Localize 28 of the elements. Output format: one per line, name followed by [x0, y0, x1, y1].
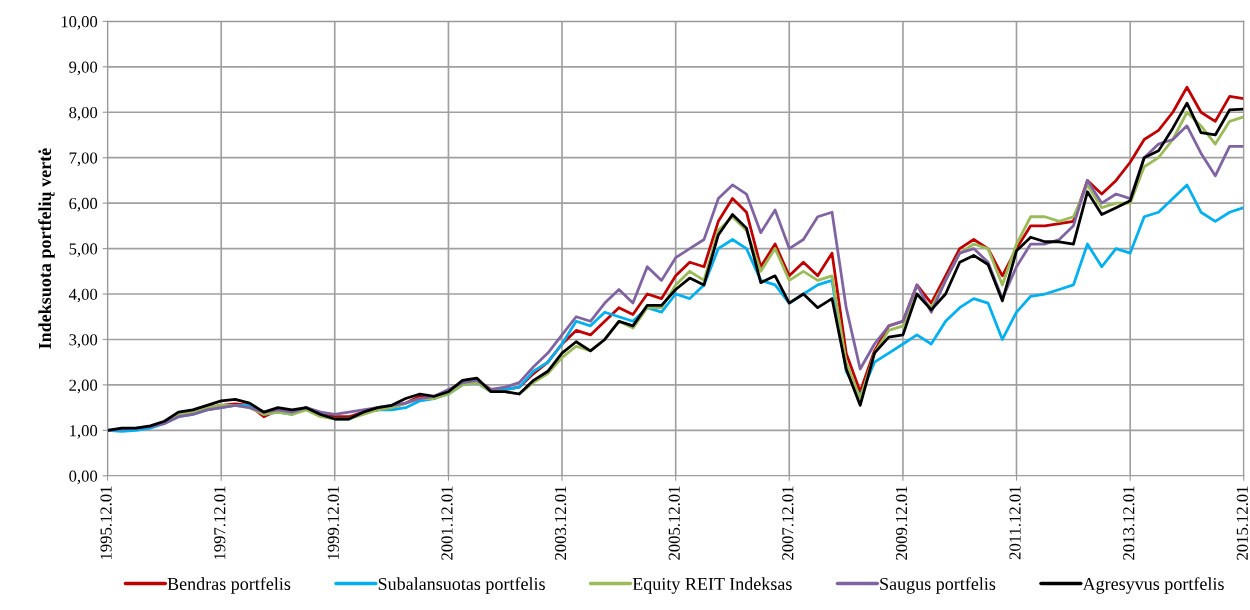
- x-tick-label: 2015.12.01: [1236, 486, 1248, 560]
- y-tick-label: 9,00: [69, 61, 98, 76]
- y-tick-label: 6,00: [69, 197, 98, 212]
- legend-label: Agresyvus portfelis: [1082, 577, 1224, 594]
- legend-label: Bendras portfelis: [167, 577, 291, 594]
- legend-label: Equity REIT Indeksas: [632, 577, 792, 594]
- legend-label: Subalansuotas portfelis: [378, 577, 545, 594]
- x-tick-label: 2003.12.01: [554, 486, 567, 560]
- x-tick-label: 2009.12.01: [895, 486, 908, 560]
- x-tick-label: 2005.12.01: [668, 486, 680, 560]
- x-tick-label: 2007.12.01: [782, 486, 794, 560]
- y-tick-label: 10,00: [61, 16, 98, 30]
- y-tick-label: 2,00: [69, 379, 98, 394]
- x-tick-label: 2001.12.01: [441, 486, 453, 560]
- y-tick-label: 1,00: [70, 425, 98, 439]
- y-tick-label: 0,00: [69, 470, 98, 485]
- y-tick-label: 5,00: [69, 243, 98, 257]
- y-tick-label: 4,00: [68, 288, 98, 303]
- x-tick-label: 1995.12.01: [100, 486, 112, 560]
- x-tick-label: 2013.12.01: [1123, 486, 1135, 560]
- x-tick-label: 1999.12.01: [327, 486, 339, 560]
- y-tick-label: 7,00: [69, 152, 98, 167]
- legend-label: Saugus portfelis: [880, 577, 996, 594]
- y-axis-title: Indeksuota portfelių vertė: [38, 148, 55, 349]
- y-tick-label: 3,00: [69, 334, 98, 348]
- y-tick-label: 8,00: [69, 106, 98, 121]
- x-tick-label: 2011.12.01: [1009, 486, 1021, 560]
- x-tick-label: 1997.12.01: [214, 486, 226, 560]
